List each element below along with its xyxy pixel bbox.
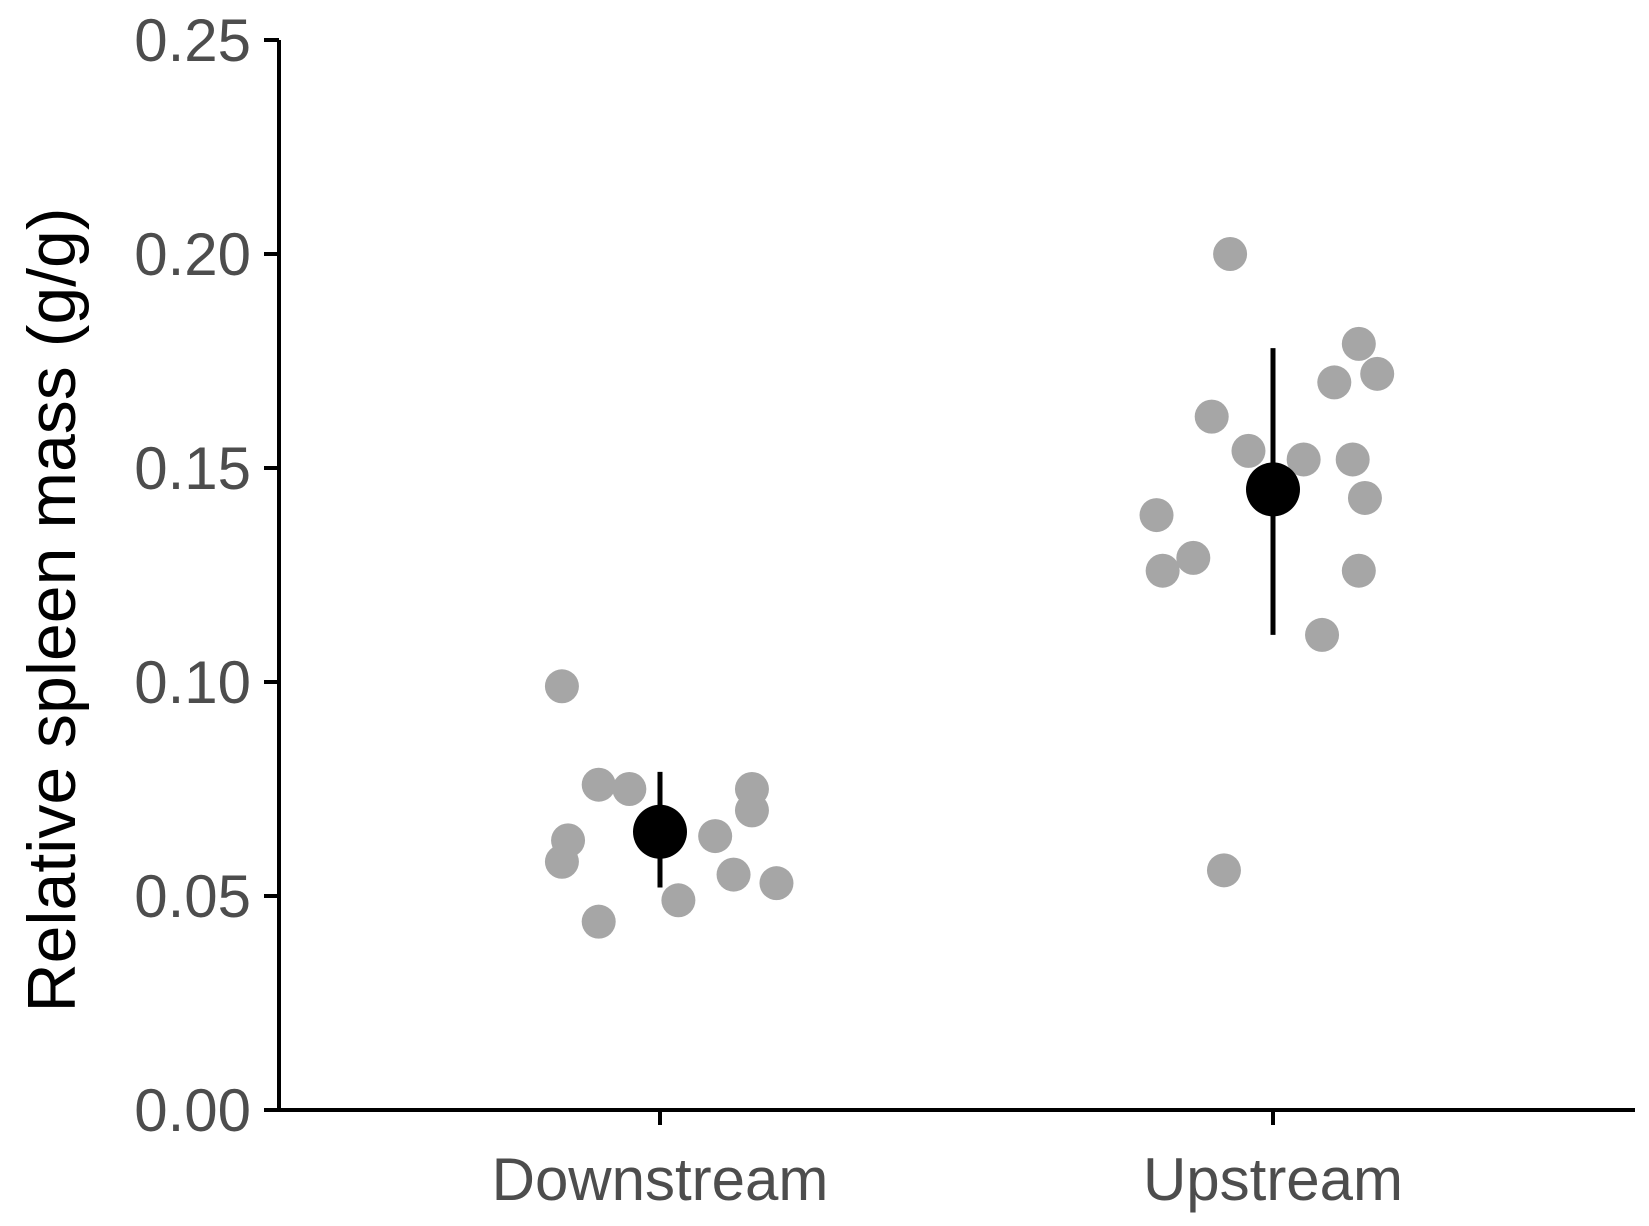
y-tick-label: 0.25 — [134, 7, 251, 74]
data-point-upstream — [1194, 399, 1229, 434]
data-point-downstream — [698, 819, 733, 854]
x-tick-label-downstream: Downstream — [492, 1146, 829, 1213]
y-tick-label: 0.00 — [134, 1077, 251, 1144]
mean-point-downstream — [633, 804, 687, 859]
data-point-upstream — [1335, 442, 1370, 477]
data-point-downstream — [544, 844, 579, 879]
data-point-upstream — [1206, 853, 1241, 888]
data-point-upstream — [1176, 540, 1211, 575]
data-point-upstream — [1305, 617, 1340, 652]
y-tick-label: 0.15 — [134, 435, 251, 502]
data-point-upstream — [1341, 326, 1376, 361]
data-point-upstream — [1139, 498, 1174, 533]
x-tick-label-upstream: Upstream — [1143, 1146, 1403, 1213]
data-point-downstream — [716, 857, 751, 892]
data-point-upstream — [1145, 553, 1180, 588]
data-point-upstream — [1286, 442, 1321, 477]
data-point-upstream — [1317, 365, 1352, 400]
y-axis-title: Relative spleen mass (g/g) — [14, 207, 90, 1012]
data-point-downstream — [544, 669, 579, 704]
y-tick-label: 0.20 — [134, 221, 251, 288]
data-point-downstream — [734, 793, 769, 828]
y-tick-label: 0.05 — [134, 863, 251, 930]
data-point-downstream — [612, 772, 647, 806]
plot-layer — [544, 237, 1395, 939]
mean-point-upstream — [1246, 462, 1300, 517]
data-point-downstream — [581, 904, 616, 939]
data-point-downstream — [581, 767, 616, 802]
data-point-upstream — [1341, 553, 1376, 588]
x-ticks: Downstream Upstream — [492, 1110, 1403, 1213]
y-ticks: 0.00 0.05 0.10 0.15 0.20 0.25 — [134, 7, 279, 1144]
data-point-downstream — [661, 883, 696, 918]
data-point-upstream — [1213, 237, 1248, 271]
data-point-downstream — [759, 866, 794, 901]
data-point-upstream — [1231, 433, 1266, 468]
data-point-upstream — [1347, 480, 1382, 515]
y-tick-label: 0.10 — [134, 649, 251, 716]
data-point-upstream — [1360, 356, 1395, 391]
